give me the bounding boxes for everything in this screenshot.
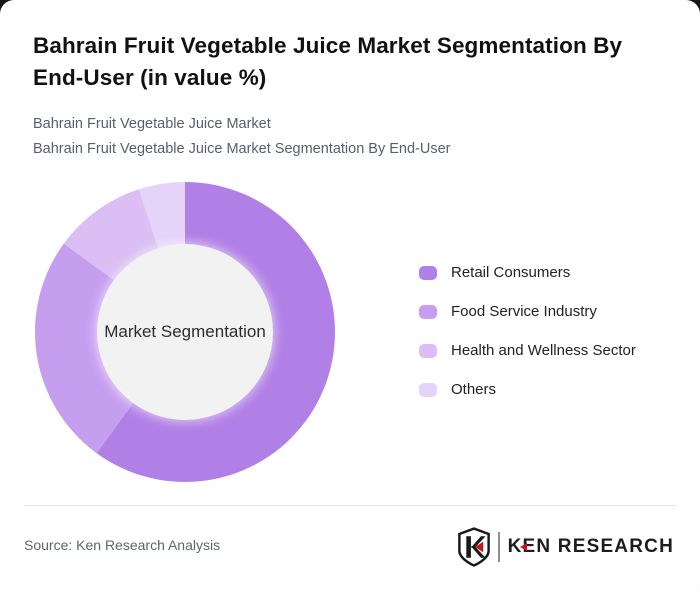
chart-legend: Retail Consumers Food Service Industry H…	[419, 264, 636, 398]
page-title-line1: Bahrain Fruit Vegetable Juice Market Seg…	[33, 33, 623, 58]
legend-item-health-and-wellness-sector: Health and Wellness Sector	[419, 342, 636, 359]
page-title: Bahrain Fruit Vegetable Juice Market Seg…	[33, 30, 693, 94]
legend-label: Others	[451, 381, 497, 398]
shield-k-icon	[457, 527, 490, 567]
logo-wordmark-wrap: KEN RESEARCH	[508, 536, 674, 558]
subtitle-line2: Bahrain Fruit Vegetable Juice Market Seg…	[33, 141, 451, 157]
footer-divider	[24, 505, 676, 506]
donut-chart: Market Segmentation	[35, 182, 335, 482]
logo-k-accent-icon	[520, 543, 528, 551]
legend-label: Health and Wellness Sector	[451, 342, 636, 359]
legend-swatch	[419, 343, 437, 358]
legend-swatch	[419, 304, 437, 319]
subtitle-line1: Bahrain Fruit Vegetable Juice Market	[33, 116, 271, 132]
ken-research-logo: KEN RESEARCH	[457, 527, 674, 567]
legend-swatch	[419, 382, 437, 397]
legend-item-retail-consumers: Retail Consumers	[419, 264, 636, 281]
legend-item-food-service-industry: Food Service Industry	[419, 303, 636, 320]
chart-subtitle: Bahrain Fruit Vegetable Juice Market Bah…	[33, 112, 451, 162]
legend-label: Retail Consumers	[451, 264, 571, 281]
legend-label: Food Service Industry	[451, 303, 597, 320]
legend-item-others: Others	[419, 381, 636, 398]
page-title-line2: End-User (in value %)	[33, 65, 267, 90]
donut-center: Market Segmentation	[97, 244, 273, 420]
logo-wordmark: KEN RESEARCH	[507, 536, 674, 557]
source-attribution: Source: Ken Research Analysis	[24, 537, 221, 553]
legend-swatch	[419, 265, 437, 280]
logo-divider	[497, 532, 500, 562]
donut-center-label: Market Segmentation	[104, 322, 266, 341]
